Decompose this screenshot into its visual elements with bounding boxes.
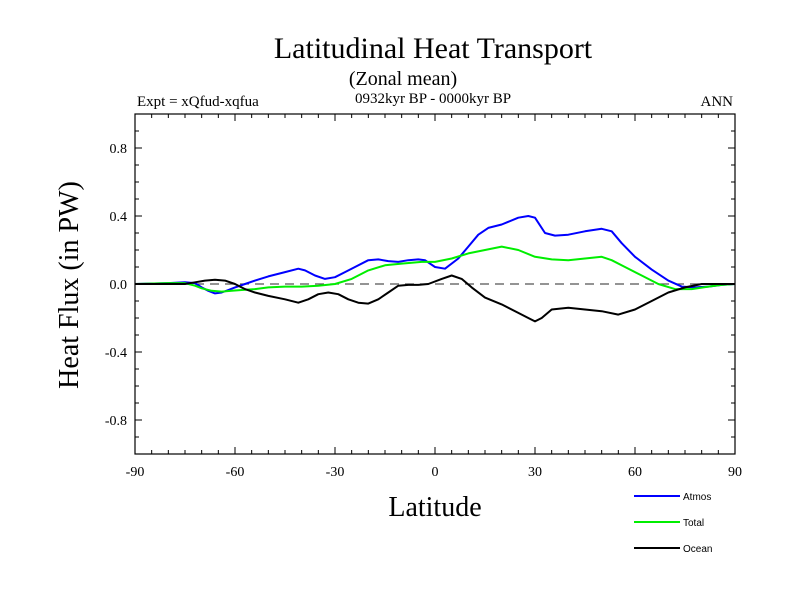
legend: Atmos Total Ocean — [634, 492, 712, 555]
period-label: 0932kyr BP - 0000kyr BP — [355, 91, 511, 107]
x-tick-label: 90 — [728, 465, 742, 480]
y-tick-label: -0.4 — [105, 346, 127, 361]
x-tick-label: 60 — [628, 465, 642, 480]
series-line-total — [134, 245, 736, 293]
y-tick-label: 0.0 — [110, 278, 128, 293]
series-line-ocean — [135, 274, 735, 323]
x-tick-label: -90 — [126, 465, 145, 480]
series-line-atmos — [134, 215, 736, 295]
chart-subtitle: (Zonal mean) — [349, 68, 457, 90]
y-tick-label: 0.8 — [110, 142, 128, 157]
chart-title: Latitudinal Heat Transport — [274, 32, 593, 65]
legend-label-atmos: Atmos — [683, 492, 711, 503]
x-tick-label: 0 — [432, 465, 439, 480]
x-tick-label: 30 — [528, 465, 542, 480]
x-tick-label: -60 — [226, 465, 245, 480]
season-label: ANN — [701, 94, 734, 110]
y-tick-label: -0.8 — [105, 414, 127, 429]
experiment-label: Expt = xQfud-xqfua — [137, 94, 259, 110]
x-axis-title: Latitude — [388, 492, 481, 523]
plot-area: -90 -60 -30 0 30 60 90 0.8 0.4 0.0 -0.4 -0.8 — [105, 113, 742, 480]
y-tick-label: 0.4 — [110, 210, 128, 225]
legend-label-total: Total — [683, 518, 704, 529]
y-axis-title: Heat Flux (in PW) — [54, 181, 85, 389]
legend-label-ocean: Ocean — [683, 544, 712, 555]
x-tick-label: -30 — [326, 465, 345, 480]
